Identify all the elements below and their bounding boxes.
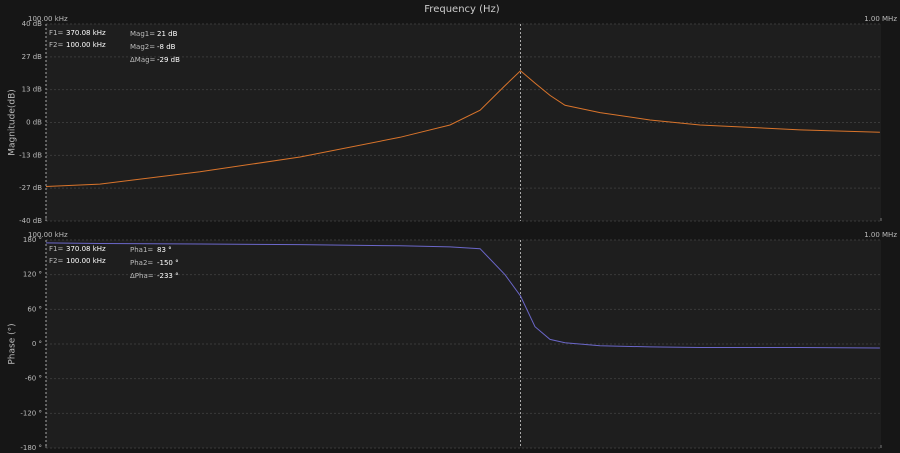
y-tick-label: -180 ° <box>20 444 42 452</box>
y-tick-label: 0 ° <box>32 340 42 348</box>
y-tick-label: 13 dB <box>22 86 43 94</box>
readout-name: Mag1= <box>130 30 155 38</box>
y-axis-label: Magnitude(dB) <box>8 89 18 156</box>
cursor-name: F2= <box>49 41 63 49</box>
y-tick-label: -120 ° <box>20 409 42 417</box>
y-tick-label: 60 ° <box>27 305 42 313</box>
series-line <box>45 70 880 187</box>
y-tick-label: 27 dB <box>22 53 43 61</box>
cursor-value: 100.00 kHz <box>66 257 106 265</box>
readout-value: -8 dB <box>157 43 176 51</box>
cursor-name: F1= <box>49 29 63 37</box>
y-tick-label: 180 ° <box>23 236 42 244</box>
cursor-value: 100.00 kHz <box>66 41 106 49</box>
y-tick-label: -60 ° <box>25 375 42 383</box>
series-line <box>45 242 880 349</box>
chart-title: Frequency (Hz) <box>424 4 500 15</box>
y-tick-label: -27 dB <box>19 184 42 192</box>
x-tick-label: 100.00 kHz <box>28 15 68 23</box>
readout-name: ΔPha= <box>130 272 154 280</box>
readout-value: -150 ° <box>157 259 179 267</box>
readout-value: 21 dB <box>157 30 178 38</box>
x-tick-label: 1.00 MHz <box>864 231 897 239</box>
x-tick-label: 1.00 MHz <box>864 15 897 23</box>
x-tick-label: 100.00 kHz <box>28 231 68 239</box>
y-axis-label: Phase (°) <box>8 323 18 364</box>
cursor-name: F1= <box>49 245 63 253</box>
cursor-value: 370.08 kHz <box>66 245 106 253</box>
readout-value: 83 ° <box>157 246 172 254</box>
y-tick-label: 120 ° <box>23 271 42 279</box>
y-tick-label: -40 dB <box>19 217 42 225</box>
readout-name: Mag2= <box>130 43 155 51</box>
cursor-value: 370.08 kHz <box>66 29 106 37</box>
y-tick-label: -13 dB <box>19 151 42 159</box>
readout-name: Pha2= <box>130 259 153 267</box>
y-tick-label: 0 dB <box>26 119 42 127</box>
readout-value: -233 ° <box>157 272 179 280</box>
readout-name: Pha1= <box>130 246 153 254</box>
cursor-name: F2= <box>49 257 63 265</box>
y-tick-label: 40 dB <box>22 20 43 28</box>
readout-name: ΔMag= <box>130 56 156 64</box>
readout-value: -29 dB <box>157 56 180 64</box>
